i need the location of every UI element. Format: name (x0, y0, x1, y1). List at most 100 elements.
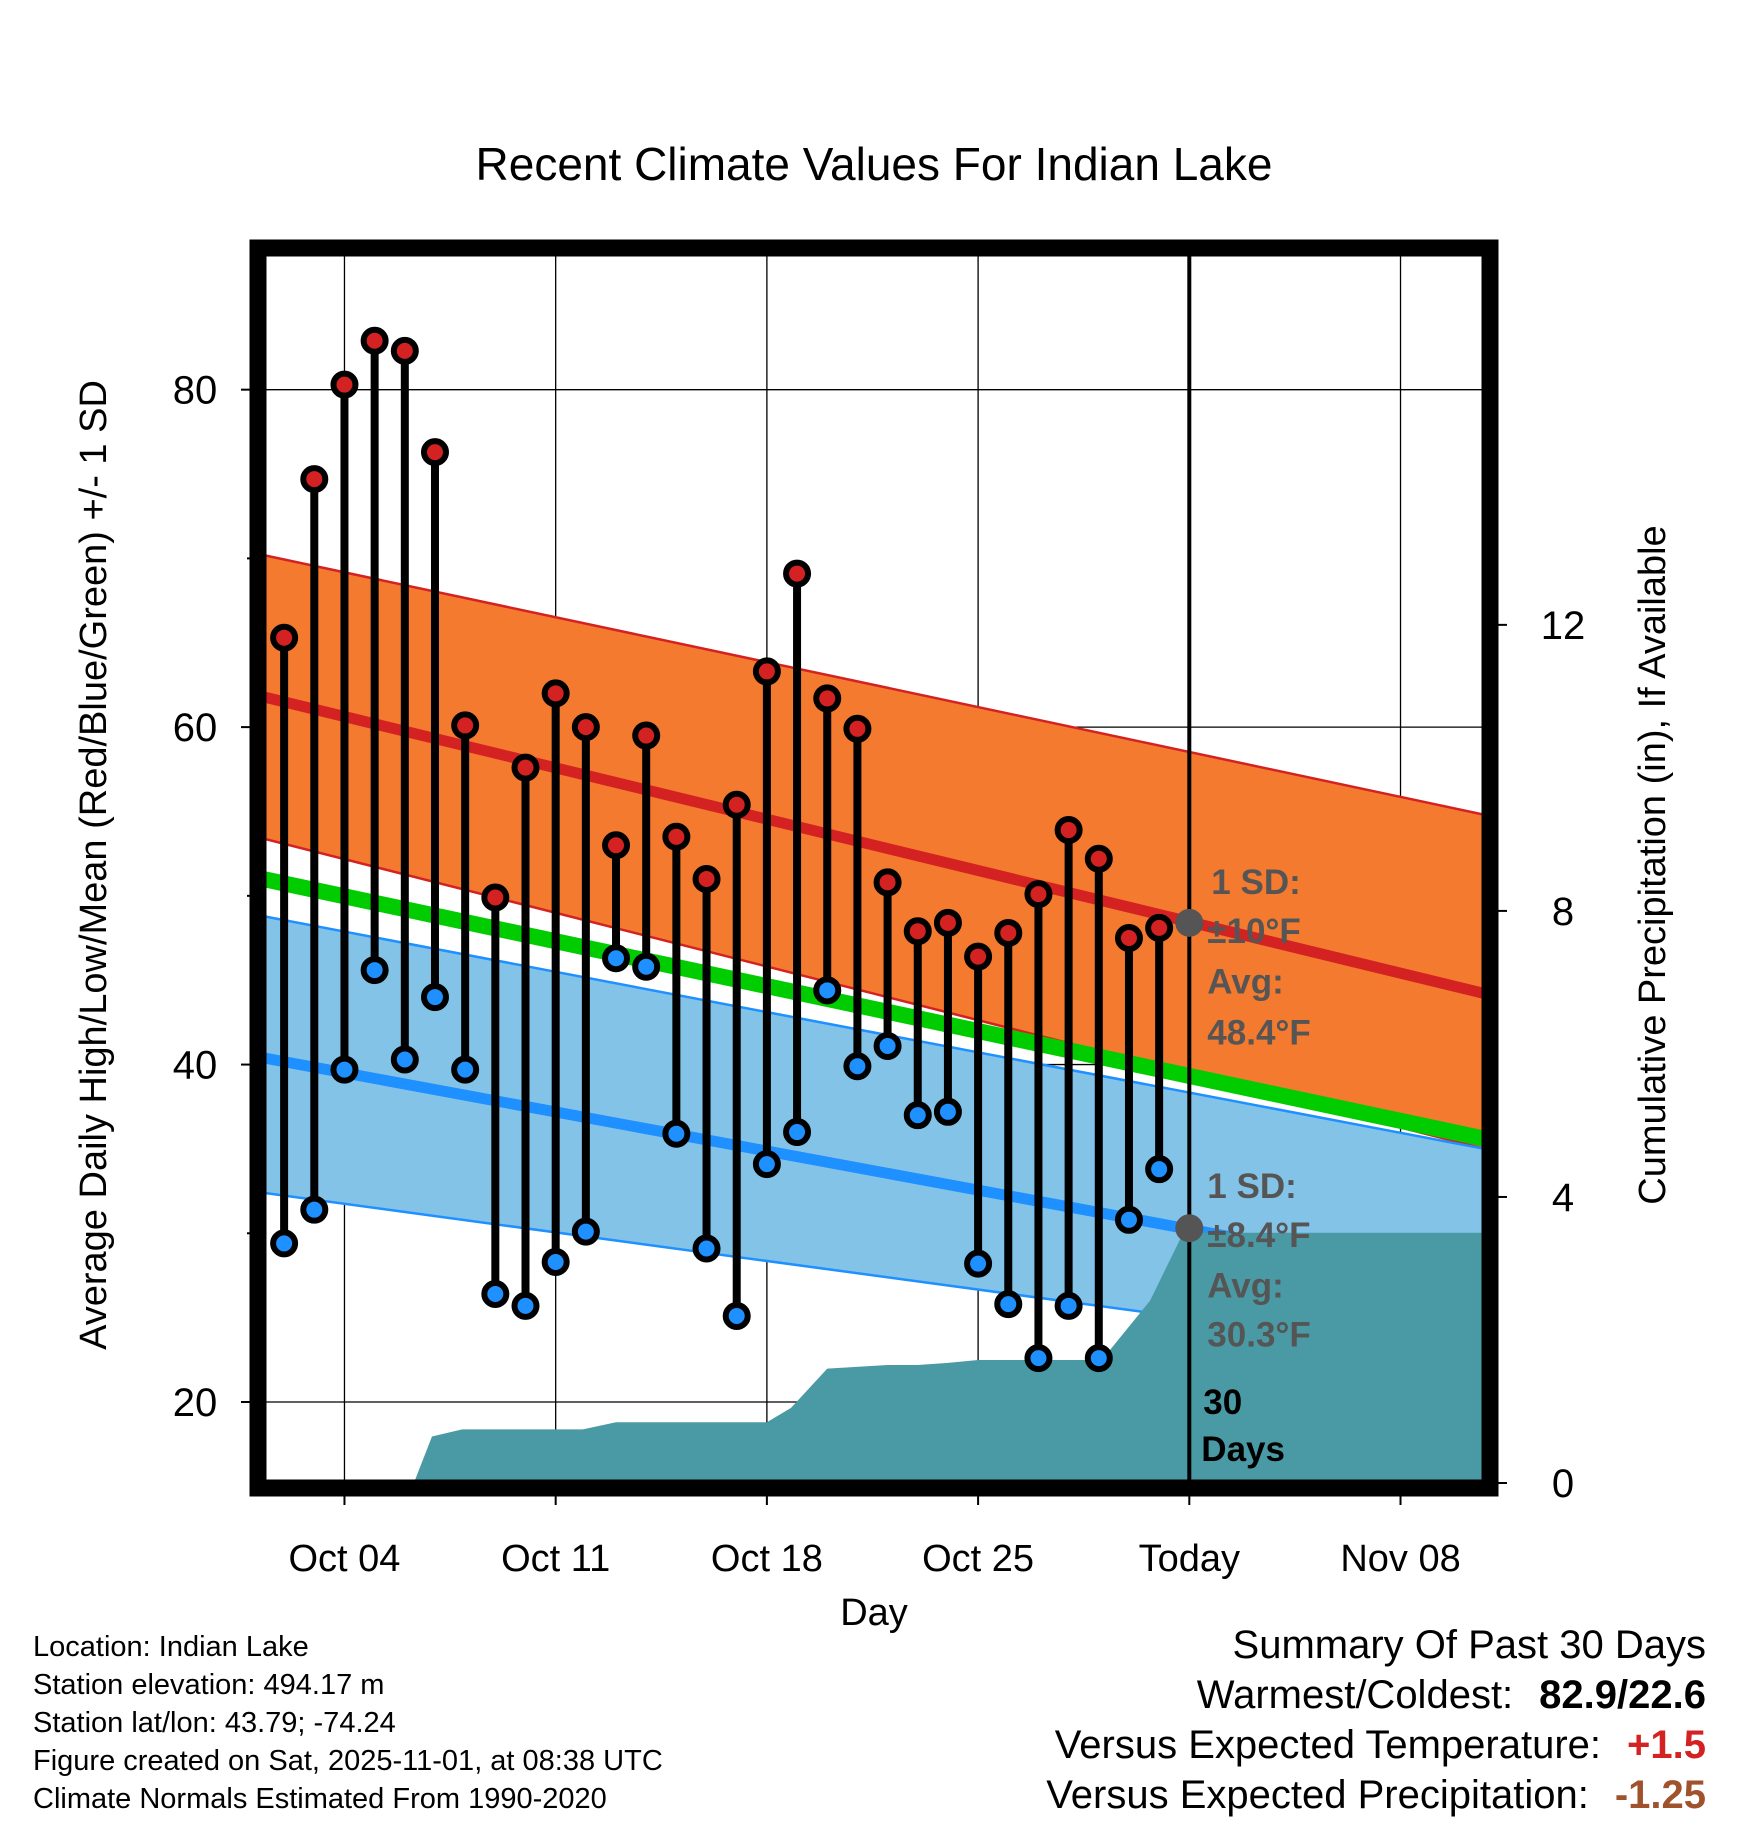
precip-label: Versus Expected Precipitation: (1046, 1773, 1589, 1817)
daily-low-point (933, 1097, 962, 1126)
observation-marks (270, 326, 1174, 1373)
temp-row: Versus Expected Temperature: +1.5 (1046, 1720, 1706, 1770)
daily-high-point (692, 864, 721, 893)
x-tick-label: Today (1139, 1538, 1240, 1580)
daily-high-point (843, 714, 872, 743)
daily-high-point (964, 942, 993, 971)
x-tick-label: Oct 18 (711, 1538, 823, 1580)
daily-low-point (692, 1234, 721, 1263)
precip-row: Versus Expected Precipitation: -1.25 (1046, 1770, 1706, 1820)
daily-high-point (1114, 924, 1143, 953)
daily-high-point (903, 917, 932, 946)
daily-low-point (1145, 1155, 1174, 1184)
daily-high-point (632, 721, 661, 750)
y-right-tick-label: 12 (1541, 604, 1586, 648)
station-info: Location: Indian Lake Station elevation:… (33, 1628, 663, 1818)
y-axis-left-label: Average Daily High/Low/Mean (Red/Blue/Gr… (73, 380, 115, 1350)
daily-low-point (632, 952, 661, 981)
daily-high-point (813, 684, 842, 713)
daily-high-point (330, 370, 359, 399)
y-left-tick-label: 20 (173, 1381, 218, 1425)
latlon-text: Station lat/lon: 43.79; -74.24 (33, 1707, 396, 1739)
daily-high-point (451, 711, 480, 740)
warm-cold-row: Warmest/Coldest: 82.9/22.6 (1046, 1670, 1706, 1720)
daily-high-point (722, 790, 751, 819)
daily-high-point (360, 326, 389, 355)
daily-low-point (873, 1032, 902, 1061)
low-avg-marker (1175, 1214, 1204, 1243)
daily-low-point (541, 1247, 570, 1276)
daily-low-point (994, 1290, 1023, 1319)
normals-text: Climate Normals Estimated From 1990-2020 (33, 1783, 607, 1815)
daily-low-point (1054, 1291, 1083, 1320)
warm-cold-value: 82.9/22.6 (1539, 1673, 1706, 1717)
y-left-tick-label: 80 (173, 369, 218, 413)
daily-low-point (571, 1217, 600, 1246)
daily-high-point (994, 918, 1023, 947)
daily-high-point (662, 822, 691, 851)
daily-low-point (481, 1280, 510, 1309)
daily-low-point (360, 956, 389, 985)
low-avg-label: Avg: (1207, 1266, 1283, 1305)
daily-high-point (541, 679, 570, 708)
daily-low-point (903, 1101, 932, 1130)
warm-cold-label: Warmest/Coldest: (1196, 1673, 1514, 1717)
y-right-tick-label: 8 (1552, 890, 1574, 934)
daily-low-point (390, 1045, 419, 1074)
daily-high-point (873, 868, 902, 897)
low-avg-value: 30.3°F (1207, 1315, 1311, 1354)
daily-low-point (300, 1195, 329, 1224)
y-left-tick-label: 40 (173, 1044, 218, 1088)
precip-area (263, 1232, 1485, 1483)
daily-high-point (481, 883, 510, 912)
x-tick-label: Oct 04 (288, 1538, 400, 1580)
daily-high-point (420, 438, 449, 467)
daily-low-point (602, 944, 631, 973)
high-avg-value: 48.4°F (1207, 1013, 1311, 1052)
plot-area (263, 253, 1485, 1483)
summary-title: Summary Of Past 30 Days (1232, 1623, 1706, 1667)
plot-frame (249, 239, 1499, 1497)
high-sd-band (263, 553, 1485, 1151)
daily-high-point (390, 336, 419, 365)
low-sd-label: 1 SD: (1207, 1167, 1296, 1206)
y-left-tick-label: 60 (173, 706, 218, 750)
daily-high-point (933, 908, 962, 937)
daily-low-point (511, 1291, 540, 1320)
temp-label: Versus Expected Temperature: (1054, 1723, 1602, 1767)
x-tick-label: Oct 11 (501, 1538, 610, 1580)
window-days-unit: Days (1201, 1430, 1285, 1469)
summary-panel: Summary Of Past 30 Days Warmest/Coldest:… (1046, 1620, 1706, 1820)
x-axis-label: Day (840, 1592, 908, 1634)
daily-high-point (571, 713, 600, 742)
high-sd-label: 1 SD: (1211, 863, 1300, 902)
daily-low-point (1084, 1344, 1113, 1373)
daily-low-point (1114, 1205, 1143, 1234)
x-tick-label: Oct 25 (922, 1538, 1034, 1580)
daily-low-point (783, 1118, 812, 1147)
daily-high-point (270, 623, 299, 652)
daily-high-point (511, 753, 540, 782)
daily-low-point (752, 1150, 781, 1179)
high-avg-marker (1175, 908, 1204, 937)
daily-high-point (1054, 816, 1083, 845)
daily-high-point (783, 559, 812, 588)
window-days-number: 30 (1203, 1383, 1242, 1422)
y-right-tick-label: 4 (1552, 1176, 1574, 1220)
annotations: 1 SD: ±10°F Avg: 48.4°F 1 SD: ±8.4°F Avg: 30.3°… (1175, 863, 1311, 1469)
daily-high-point (602, 831, 631, 860)
daily-high-point (300, 465, 329, 494)
high-avg-label: Avg: (1207, 963, 1283, 1002)
precip-value: -1.25 (1614, 1773, 1706, 1817)
y-axis-right-label: Cumulative Precipitation (in), If Availa… (1632, 525, 1674, 1204)
temp-value: +1.5 (1627, 1723, 1706, 1767)
y-right-tick-label: 0 (1552, 1462, 1574, 1506)
daily-high-point (752, 657, 781, 686)
axes: Oct 04 Oct 11 Oct 18 Oct 25 Today Nov 0820406… (173, 369, 1586, 1580)
daily-low-point (270, 1229, 299, 1258)
daily-high-point (1024, 880, 1053, 909)
daily-low-point (330, 1055, 359, 1084)
location-text: Location: Indian Lake (33, 1631, 309, 1663)
daily-high-point (1084, 844, 1113, 873)
